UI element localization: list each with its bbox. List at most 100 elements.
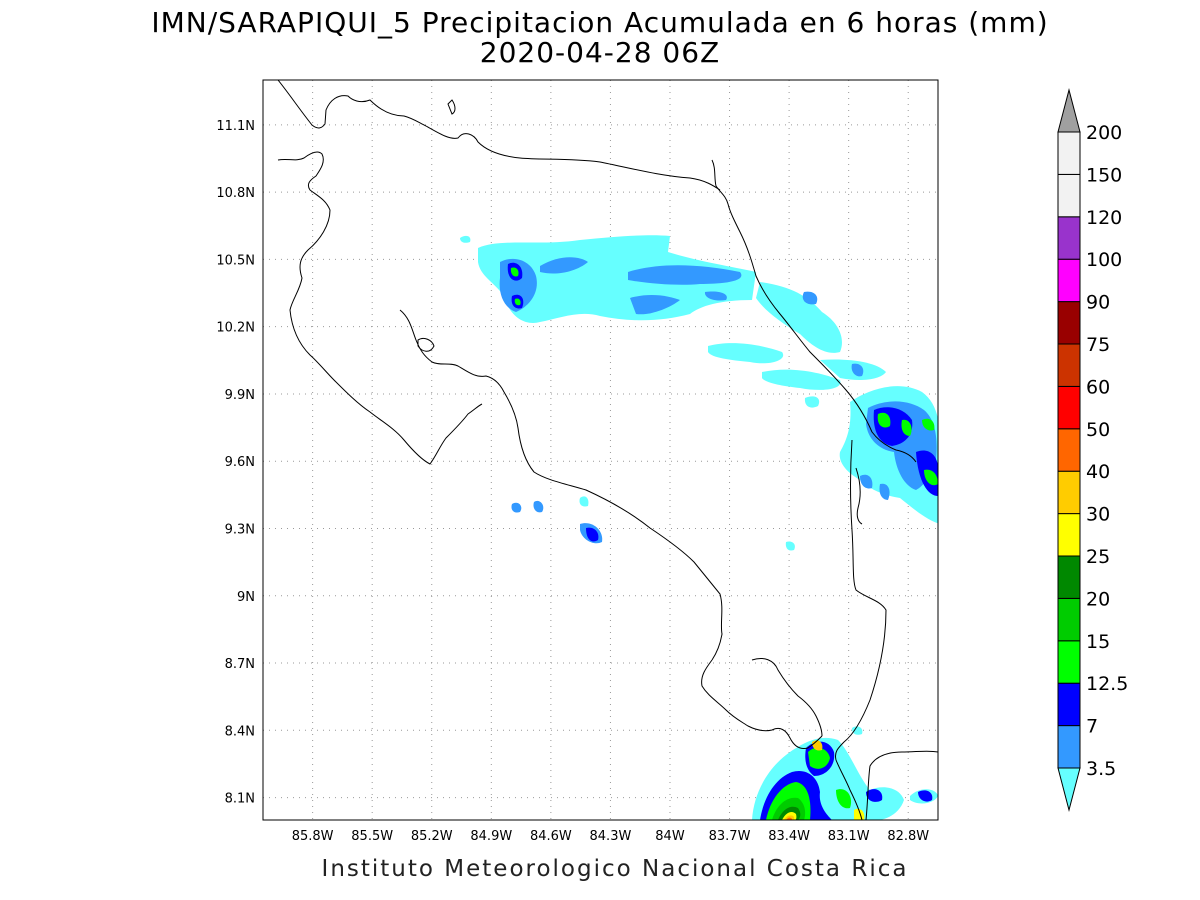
rain-area [762, 369, 841, 390]
plot-frame [262, 79, 939, 821]
colorbar-swatch [1057, 513, 1081, 557]
rain-area [785, 541, 795, 551]
colorbar-label: 200 [1086, 122, 1122, 144]
colorbar-swatch [1057, 428, 1081, 472]
rain-area [533, 500, 544, 513]
colorbar: 3.5 7 12.5 15 20 25 30 40 50 60 75 90 100 120 150 200 [1057, 88, 1128, 812]
colorbar-swatch [1057, 682, 1081, 727]
rain-area [628, 265, 742, 285]
lon-tick-label: 84.3W [590, 829, 632, 844]
rain-area [877, 412, 891, 428]
colorbar-label: 90 [1086, 292, 1110, 314]
colorbar-swatch [1057, 555, 1081, 599]
latitude-tick-labels: 11.1N 10.8N 10.5N 10.2N 9.9N 9.6N 9.3N 9N 8.7N 8.… [216, 119, 255, 807]
precipitation-field [460, 235, 938, 820]
rain-area [851, 363, 864, 377]
colorbar-label: 7 [1086, 716, 1098, 738]
colorbar-label: 75 [1086, 334, 1110, 356]
lon-tick-label: 84.9W [470, 829, 512, 844]
grid-lines [263, 80, 938, 820]
colorbar-swatch [1057, 216, 1081, 260]
rain-area [511, 502, 522, 513]
rain-area [860, 474, 873, 489]
rain-area [924, 469, 938, 486]
rain-area [708, 343, 784, 364]
coastline-panama-south [865, 750, 938, 820]
coastline-nicoya-gulf [399, 309, 723, 661]
colorbar-label: 120 [1086, 207, 1122, 229]
colorbar-label: 12.5 [1086, 673, 1128, 695]
rain-area [514, 298, 521, 306]
lat-tick-label: 11.1N [216, 119, 255, 134]
colorbar-label: 3.5 [1086, 758, 1116, 780]
colorbar-swatch [1057, 385, 1081, 430]
rain-area [901, 419, 912, 436]
rain-area [879, 483, 890, 500]
lon-tick-label: 83.4W [768, 829, 810, 844]
lat-tick-label: 10.5N [216, 253, 255, 268]
lat-tick-label: 9.6N [225, 455, 255, 470]
rain-area [630, 294, 680, 315]
rain-area [918, 790, 933, 802]
map-title: IMN/SARAPIQUI_5 Precipitacion Acumulada … [151, 6, 1049, 39]
rain-area [786, 817, 792, 820]
rain-area [704, 291, 727, 301]
lat-tick-label: 10.2N [216, 321, 255, 336]
border-panama [835, 439, 887, 820]
rain-area [854, 808, 865, 820]
map-date: 2020-04-28 06Z [479, 36, 721, 69]
coastline-northwest [277, 151, 483, 465]
lat-tick-label: 8.7N [225, 657, 255, 672]
colorbar-label: 100 [1086, 249, 1122, 271]
rain-area [802, 291, 818, 305]
rain-area [804, 396, 820, 408]
colorbar-swatch [1057, 640, 1081, 684]
lat-tick-label: 9N [237, 590, 255, 605]
coastline-osa [701, 659, 823, 749]
colorbar-label: 60 [1086, 376, 1110, 398]
colorbar-label: 15 [1086, 631, 1110, 653]
colorbar-swatch [1057, 343, 1081, 387]
colorbar-swatch [1057, 725, 1081, 769]
rain-area [852, 726, 863, 735]
rain-area [586, 527, 599, 542]
colorbar-extension [1057, 767, 1081, 812]
colorbar-swatch [1057, 258, 1081, 303]
colorbar-swatch [1057, 131, 1081, 175]
colorbar-label: 30 [1086, 504, 1110, 526]
rain-area [510, 267, 519, 277]
lon-tick-label: 85.5W [351, 829, 393, 844]
colorbar-extension [1057, 88, 1081, 133]
rain-area [756, 282, 842, 353]
lon-tick-label: 83.7W [709, 829, 751, 844]
coastline [277, 80, 938, 820]
rain-area [922, 418, 935, 431]
colorbar-swatch [1057, 301, 1081, 345]
lon-tick-label: 85.2W [411, 829, 453, 844]
rain-area [866, 789, 883, 802]
lon-tick-label: 83.1W [828, 829, 870, 844]
lon-tick-label: 85.8W [292, 829, 334, 844]
lat-tick-label: 9.3N [225, 522, 255, 537]
colorbar-swatch [1057, 597, 1081, 642]
lon-tick-label: 84W [655, 829, 685, 844]
rain-area [460, 235, 471, 243]
coastline-caribbean [711, 159, 917, 463]
lat-tick-label: 10.8N [216, 186, 255, 201]
coastline-golfo-dulce [751, 657, 823, 737]
colorbar-swatch [1057, 173, 1081, 218]
lon-tick-label: 82.8W [887, 829, 929, 844]
rain-area [478, 235, 756, 323]
coastline-peninsula-nicoya-inner [417, 337, 435, 352]
footer-credit: Instituto Meteorologico Nacional Costa R… [321, 856, 909, 882]
coastline-nicaragua-lake [425, 125, 721, 191]
longitude-tick-labels: 85.8W 85.5W 85.2W 84.9W 84.6W 84.3W 84W 83.7W 83… [292, 829, 930, 844]
coastline-island [447, 99, 456, 115]
colorbar-label: 20 [1086, 588, 1110, 610]
lat-tick-label: 8.1N [225, 792, 255, 807]
rain-area [808, 747, 830, 769]
lon-tick-label: 84.6W [530, 829, 572, 844]
colorbar-label: 25 [1086, 546, 1110, 568]
colorbar-swatch [1057, 470, 1081, 515]
